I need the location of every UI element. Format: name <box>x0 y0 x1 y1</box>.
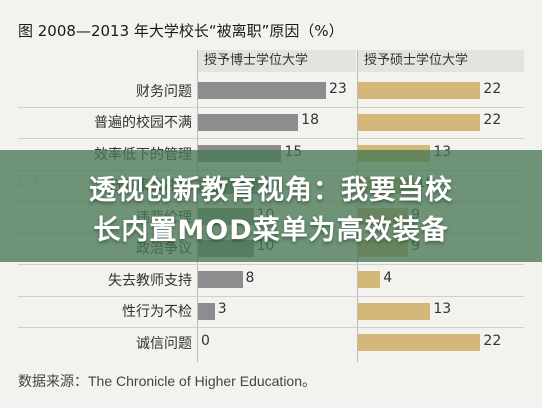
value-label: 4 <box>383 269 393 286</box>
source-note: 数据来源：The Chronicle of Higher Education。 <box>18 371 316 391</box>
value-label: 8 <box>245 269 255 286</box>
value-label: 13 <box>433 301 452 318</box>
chart-title: 图 2008—2013 年大学校长“被离职”原因（%） <box>18 22 344 40</box>
bar-masters <box>358 302 431 320</box>
value-label: 3 <box>217 301 227 318</box>
bar-doctoral <box>198 302 215 320</box>
legend-doctoral: 授予博士学位大学 <box>198 50 356 72</box>
bar-doctoral <box>198 271 243 289</box>
bar-doctoral <box>198 82 326 100</box>
row-divider <box>18 138 524 139</box>
bar-masters <box>358 113 481 131</box>
source-text: The Chronicle of Higher Education。 <box>88 373 317 389</box>
source-label: 数据来源： <box>18 374 88 390</box>
category-label: 诚信问题 <box>136 335 192 352</box>
category-label: 财务问题 <box>136 83 192 100</box>
value-label: 22 <box>483 332 502 349</box>
row-divider <box>18 264 524 265</box>
overlay-banner: 透视创新教育视角：我要当校 长内置MOD菜单为高效装备 <box>0 150 542 262</box>
legend-masters: 授予硕士学位大学 <box>358 50 524 72</box>
bar-masters <box>358 82 481 100</box>
value-label: 18 <box>301 112 319 129</box>
value-label: 23 <box>329 80 347 97</box>
category-label: 失去教师支持 <box>108 272 192 289</box>
bar-doctoral <box>198 113 299 131</box>
value-label: 22 <box>483 112 502 129</box>
row-divider <box>18 295 524 297</box>
bar-masters <box>358 334 481 352</box>
row-divider <box>18 327 524 328</box>
row-divider <box>18 106 524 108</box>
banner-line-1: 透视创新教育视角：我要当校 <box>89 175 453 206</box>
banner-line-2: 长内置MOD菜单为高效装备 <box>93 215 449 246</box>
value-label: 0 <box>201 332 210 349</box>
category-label: 性行为不检 <box>122 304 192 321</box>
value-label: 22 <box>483 80 502 97</box>
category-label: 普遍的校园不满 <box>94 115 192 132</box>
bar-masters <box>358 271 381 289</box>
